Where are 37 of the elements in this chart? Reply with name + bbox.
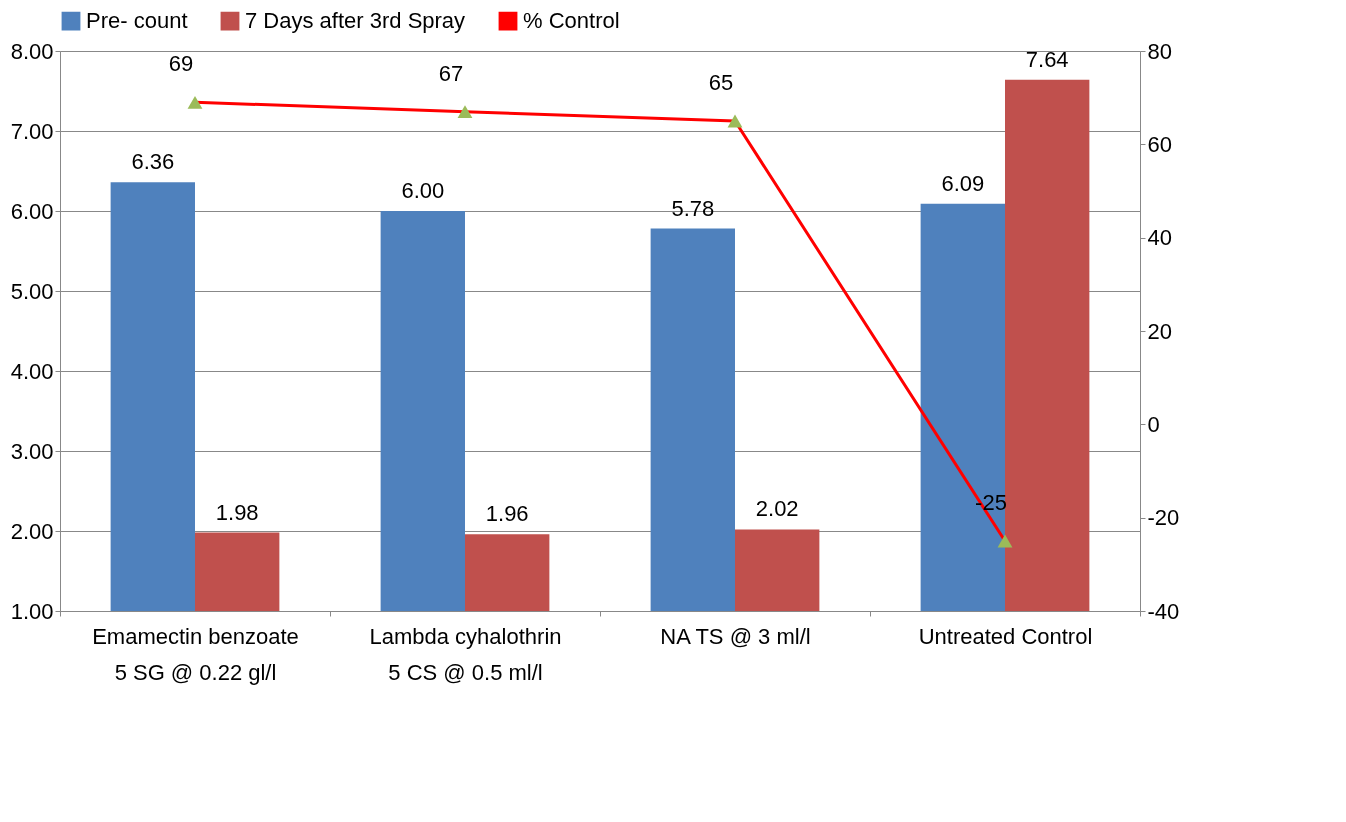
y2-tick-label: -20 bbox=[1147, 505, 1180, 531]
y-tick-label: 5.00 bbox=[10, 278, 54, 304]
y-tick-label: 3.00 bbox=[10, 438, 54, 464]
x-tick-label: Lambda cyhalothrin 5 CS @ 0.5 ml/l bbox=[369, 623, 562, 685]
y2-tick-label: 40 bbox=[1147, 225, 1172, 251]
data-label: 6.09 bbox=[941, 170, 985, 196]
x-tick-label: NA TS @ 3 ml/l bbox=[660, 623, 811, 649]
legend-label: 7 Days after 3rd Spray bbox=[245, 8, 466, 34]
y-tick-label: 1.00 bbox=[10, 598, 54, 624]
point bbox=[187, 95, 203, 109]
data-label: 67 bbox=[438, 60, 464, 86]
data-label: 6.00 bbox=[401, 178, 445, 203]
data-label: 1.96 bbox=[485, 501, 529, 527]
data-label: 5.78 bbox=[671, 195, 715, 221]
y2-tick-label: 20 bbox=[1147, 318, 1172, 344]
y-tick-label: 6.00 bbox=[10, 198, 54, 224]
data-label: 1.98 bbox=[215, 499, 259, 525]
y2-tick-label: 0 bbox=[1147, 411, 1160, 437]
y2-tick-label: 80 bbox=[1147, 38, 1172, 64]
data-label: 7.64 bbox=[1025, 46, 1069, 72]
y-tick-label: 7.00 bbox=[10, 118, 54, 144]
y2-tick-label: -40 bbox=[1147, 598, 1180, 624]
point bbox=[727, 114, 743, 128]
legend-label: % Control bbox=[523, 8, 620, 34]
y2-tick-label: 60 bbox=[1147, 131, 1172, 157]
data-label: 69 bbox=[168, 51, 194, 77]
data-label: 2.02 bbox=[755, 496, 799, 522]
data-label: 65 bbox=[708, 70, 734, 95]
data-label: 6.36 bbox=[131, 149, 175, 175]
x-tick-label: Untreated Control bbox=[918, 623, 1093, 649]
x-tick-label: Emamectin benzoate 5 SG @ 0.22 gl/l bbox=[92, 623, 299, 685]
point bbox=[997, 534, 1013, 548]
y-tick-label: 4.00 bbox=[10, 358, 54, 384]
point bbox=[457, 105, 473, 119]
y-tick-label: 8.00 bbox=[10, 38, 54, 64]
y-tick-label: 2.00 bbox=[10, 518, 54, 544]
legend-label: Pre- count bbox=[86, 8, 188, 34]
